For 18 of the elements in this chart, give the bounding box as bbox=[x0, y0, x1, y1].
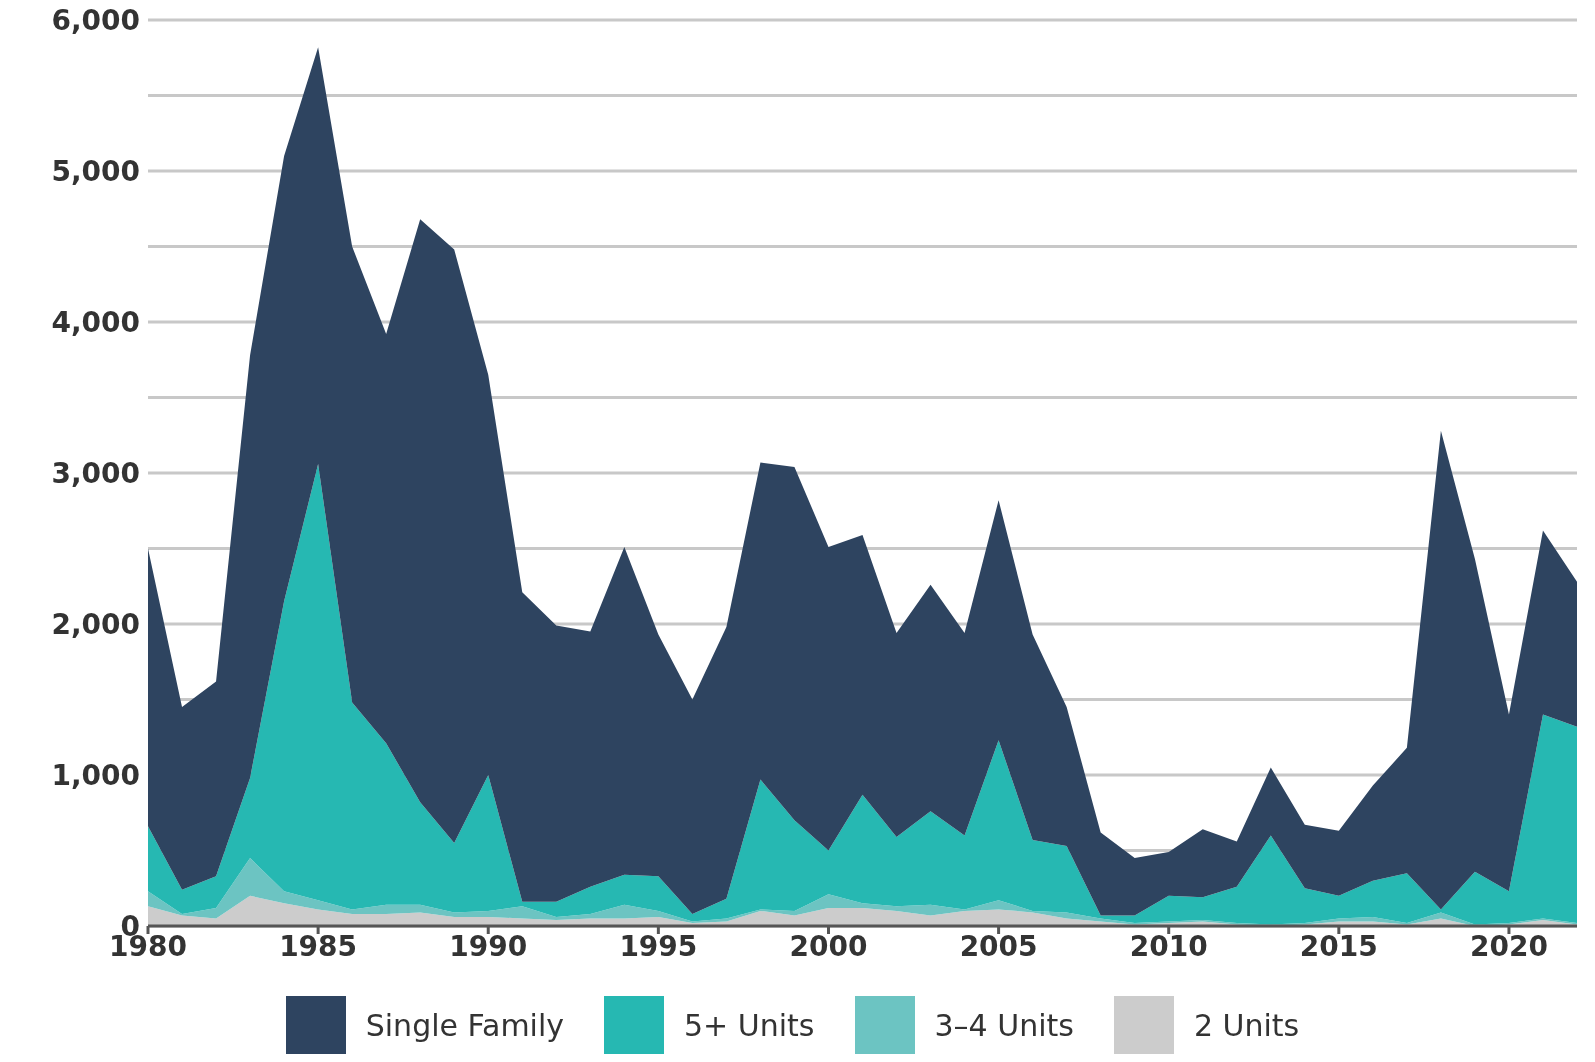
y-tick-label: 1,000 bbox=[51, 758, 140, 792]
x-tick-label: 2005 bbox=[959, 929, 1038, 963]
legend-label: 2 Units bbox=[1193, 1007, 1300, 1043]
legend-label: 3–4 Units bbox=[934, 1007, 1074, 1043]
x-tick-label: 1985 bbox=[279, 929, 358, 963]
y-tick-label: 5,000 bbox=[51, 154, 140, 188]
y-tick-label: 4,000 bbox=[51, 305, 140, 339]
y-tick-label: 6,000 bbox=[51, 3, 140, 37]
x-tick-label: 1990 bbox=[449, 929, 528, 963]
x-tick-label: 1995 bbox=[619, 929, 698, 963]
y-tick-label: 3,000 bbox=[51, 456, 140, 490]
legend-label: 5+ Units bbox=[684, 1007, 815, 1043]
x-tick-label: 2000 bbox=[789, 929, 868, 963]
x-tick-label: 2015 bbox=[1299, 929, 1378, 963]
x-tick-label: 2010 bbox=[1129, 929, 1208, 963]
legend-label: Single Family bbox=[365, 1007, 565, 1043]
x-tick-label: 2020 bbox=[1469, 929, 1548, 963]
y-tick-label: 2,000 bbox=[51, 607, 140, 641]
